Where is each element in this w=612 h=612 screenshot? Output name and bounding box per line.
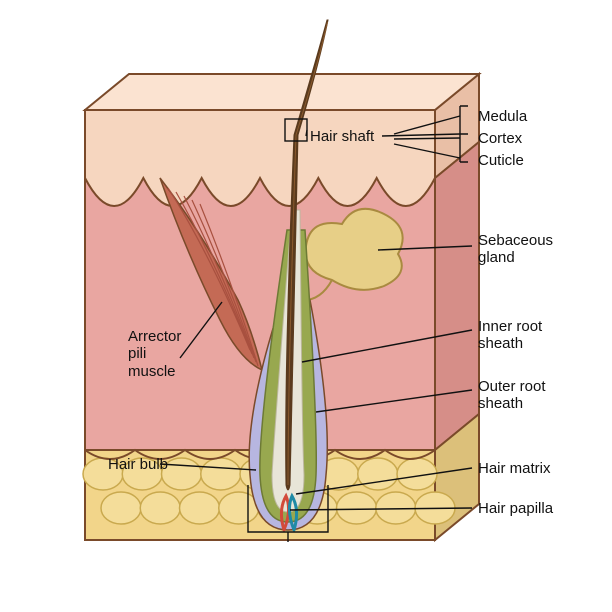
label-cortex: Cortex (478, 130, 522, 147)
label-cuticle: Cuticle (478, 152, 524, 169)
label-inner-sheath: Inner root sheath (478, 318, 542, 353)
label-hair-bulb: Hair bulb (108, 456, 168, 473)
label-hair-matrix: Hair matrix (478, 460, 551, 477)
hair-follicle-diagram (0, 0, 612, 612)
label-hair-papilla: Hair papilla (478, 500, 553, 517)
label-sebaceous: Sebaceous gland (478, 232, 553, 267)
label-arrector: Arrector pili muscle (128, 328, 181, 380)
label-outer-sheath: Outer root sheath (478, 378, 546, 413)
label-medula: Medula (478, 108, 527, 125)
label-hair-shaft: Hair shaft (310, 128, 374, 145)
